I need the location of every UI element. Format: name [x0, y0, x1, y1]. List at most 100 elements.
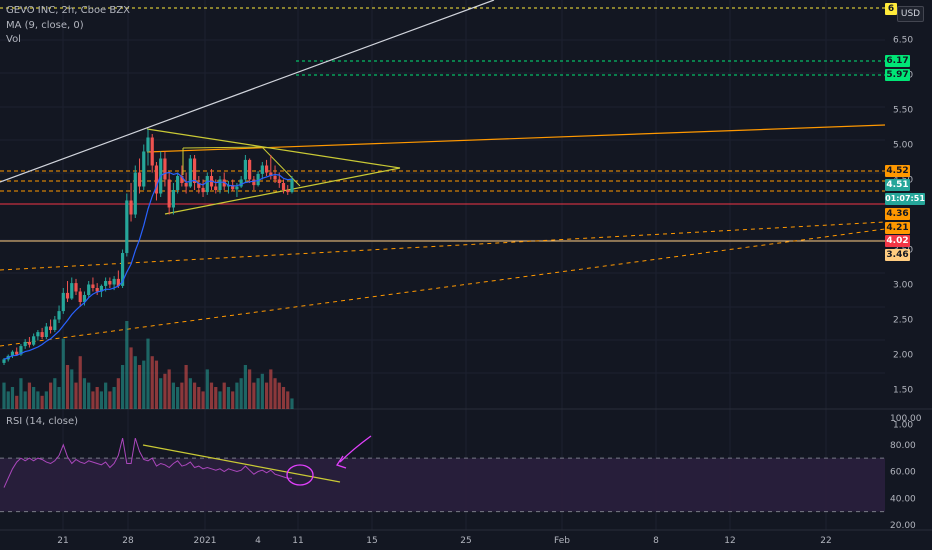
candle-body: [286, 190, 290, 193]
price-tick-label: 5.00: [893, 141, 913, 151]
candle-body: [167, 179, 171, 208]
volume-bar: [36, 391, 40, 409]
candle-body: [40, 332, 44, 337]
volume-bar: [243, 365, 247, 409]
rsi-trendline[interactable]: [142, 444, 341, 483]
candle-body: [277, 179, 281, 183]
volume-bar: [269, 369, 273, 409]
volume-bar: [171, 382, 175, 409]
price-tick-label: 2.50: [893, 316, 913, 326]
volume-bar: [65, 365, 70, 409]
volume-bar: [231, 391, 235, 409]
volume-bar: [281, 387, 286, 409]
candle-body: [112, 278, 116, 285]
candle-body: [44, 326, 48, 337]
candle-body: [23, 341, 27, 347]
arrow-icon[interactable]: [339, 435, 372, 463]
candle-body: [180, 176, 184, 183]
volume-bar: [6, 391, 10, 409]
vol-legend[interactable]: Vol: [6, 34, 21, 45]
candle-body: [163, 158, 167, 180]
volume-bar: [120, 365, 125, 409]
time-tick-label: 4: [255, 536, 261, 546]
candle-body: [188, 158, 192, 187]
volume-bar: [239, 378, 243, 409]
candle-body: [260, 165, 264, 174]
volume-bar: [133, 356, 137, 409]
candle-body: [95, 288, 99, 292]
rsi-circle-annotation[interactable]: [286, 464, 314, 486]
symbol-title[interactable]: GEVO INC, 2h, Cboe BZX: [6, 5, 130, 16]
volume-bar: [23, 391, 27, 409]
volume-bar: [27, 382, 32, 409]
horizontal-levels: [0, 7, 885, 242]
time-tick-label: 2021: [194, 536, 217, 546]
volume-bar: [256, 378, 260, 409]
candle-body: [82, 295, 87, 302]
volume-bar: [222, 382, 226, 409]
volume-bar: [159, 378, 163, 409]
candle-body: [239, 179, 243, 187]
annotations: [142, 435, 372, 486]
candle-body: [146, 137, 150, 152]
dashed-trendline-orange-upper[interactable]: [0, 221, 886, 271]
volume-bar: [209, 382, 214, 409]
rsi-line: [3, 437, 292, 488]
candle-body: [184, 183, 188, 187]
rising-trendline-white[interactable]: [0, 0, 495, 183]
candle-body: [142, 151, 146, 187]
volume-bar: [252, 382, 256, 409]
candle-body: [57, 311, 61, 320]
candle-body: [129, 200, 133, 215]
candle-body: [108, 281, 112, 285]
candle-body: [15, 351, 19, 355]
candle-body: [243, 159, 247, 180]
volume-bar: [91, 391, 95, 409]
level-4-02-label: 4.02: [885, 235, 910, 247]
rsi-line: [3, 437, 292, 488]
candle-body: [248, 159, 252, 180]
volume-bar: [99, 391, 104, 409]
volume-bar: [264, 382, 269, 409]
volume-bar: [129, 347, 133, 409]
currency-button[interactable]: USD: [897, 6, 924, 22]
candle-body: [218, 179, 222, 190]
rsi-tick-label: 20.00: [890, 521, 916, 531]
volume-bar: [180, 382, 184, 409]
volume-bar: [104, 382, 108, 409]
time-tick-label: Feb: [554, 536, 570, 546]
rsi-tick-label: 80.00: [890, 441, 916, 451]
triangle-upper-line[interactable]: [146, 128, 401, 169]
candle-body: [116, 278, 120, 286]
candle-body: [53, 319, 57, 330]
volume-bar: [10, 387, 15, 409]
price-tick-label: 6.50: [893, 36, 913, 46]
candle-body: [192, 158, 197, 183]
last-price-label: 4.51: [885, 179, 910, 191]
candle-body: [104, 281, 108, 286]
volume-bar: [125, 321, 129, 409]
triangle-lower-line[interactable]: [164, 167, 401, 215]
rsi-legend[interactable]: RSI (14, close): [6, 416, 79, 427]
volume-bar: [260, 373, 264, 409]
volume-bar: [74, 382, 78, 409]
candle-body: [120, 253, 125, 286]
volume-bar: [154, 360, 159, 409]
rsi-band-fill: [0, 458, 885, 512]
ma-legend[interactable]: MA (9, close, 0): [6, 20, 84, 31]
flag-top-line[interactable]: [182, 146, 263, 149]
flag-down-line[interactable]: [261, 146, 301, 187]
price-tick-label: 2.00: [893, 351, 913, 361]
arrow-head-icon[interactable]: [335, 455, 347, 469]
time-tick-label: 11: [292, 536, 303, 546]
candle-body: [264, 165, 269, 173]
volume-bar: [188, 378, 192, 409]
level-6-17-label: 6.17: [885, 55, 910, 67]
candle-body: [65, 292, 70, 299]
candle-body: [222, 179, 226, 187]
candle-body: [137, 172, 142, 187]
candle-body: [32, 336, 36, 345]
candle-body: [273, 176, 277, 180]
volume-bar: [57, 387, 61, 409]
